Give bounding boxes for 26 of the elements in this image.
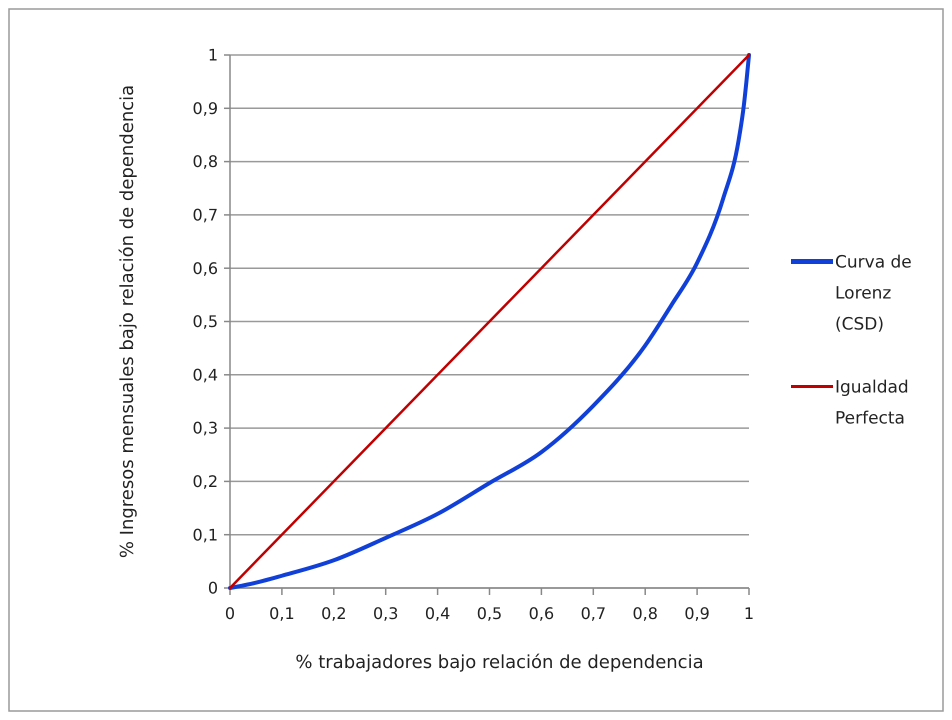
x-tick-label: 0,7 bbox=[580, 604, 606, 623]
x-axis-title: % trabajadores bajo relación de dependencia bbox=[295, 652, 704, 673]
x-tick-label: 0,5 bbox=[476, 604, 502, 623]
x-tick-label: 0,8 bbox=[632, 604, 658, 623]
y-tick-label: 0,9 bbox=[192, 98, 218, 118]
x-tick-label: 0,9 bbox=[684, 604, 710, 623]
y-tick-label: 0,5 bbox=[192, 312, 218, 332]
y-tick-label: 0,1 bbox=[192, 525, 218, 544]
y-tick-label: 0,4 bbox=[192, 365, 218, 384]
y-tick-label: 0,7 bbox=[192, 206, 218, 224]
legend-label: Igualdad Perfecta bbox=[835, 377, 909, 428]
y-tick-label: 0,6 bbox=[192, 258, 218, 278]
y-axis-title: % Ingresos mensuales bajo relación de dependencia bbox=[117, 84, 138, 558]
y-tick-label: 0 bbox=[208, 578, 218, 598]
x-tick-label: 0,2 bbox=[321, 604, 347, 623]
y-tick-label: 0,2 bbox=[192, 472, 218, 491]
x-tick-label: 0,4 bbox=[424, 604, 450, 623]
x-tick-label: 0,3 bbox=[372, 604, 398, 623]
x-tick-label: 0 bbox=[224, 604, 236, 623]
x-tick-label: 0,1 bbox=[269, 604, 295, 623]
x-tick-label: 0,6 bbox=[528, 604, 554, 623]
y-tick-label: 0,8 bbox=[192, 152, 218, 172]
x-tick-label: 1 bbox=[744, 604, 754, 623]
y-tick-label: 0,3 bbox=[192, 418, 218, 438]
legend-label: Curva de Lorenz (CSD) bbox=[835, 252, 912, 334]
y-tick-label: 1 bbox=[208, 46, 218, 65]
